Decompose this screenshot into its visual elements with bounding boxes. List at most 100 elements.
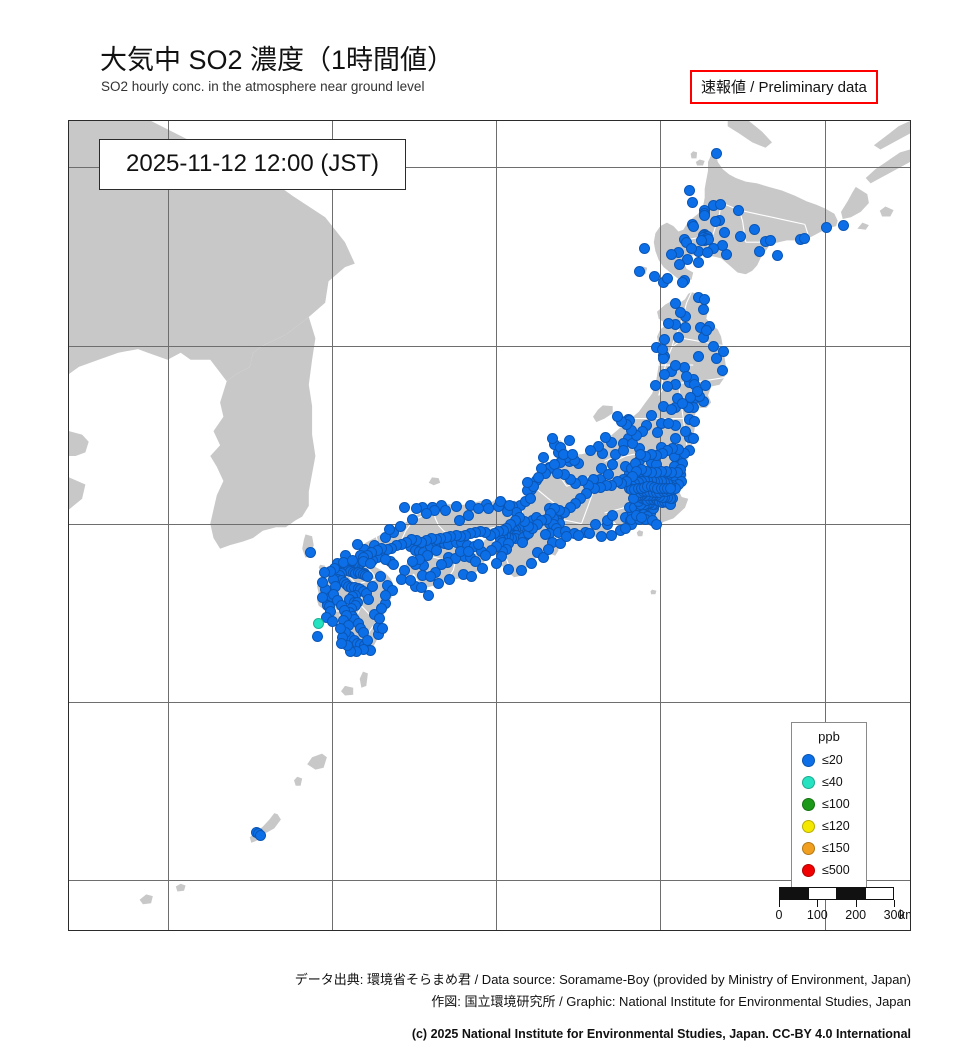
station-marker[interactable] <box>573 529 585 541</box>
station-marker[interactable] <box>439 504 451 516</box>
station-marker[interactable] <box>566 448 578 460</box>
station-marker[interactable] <box>688 415 700 427</box>
station-marker[interactable] <box>639 243 651 255</box>
station-marker[interactable] <box>319 567 331 579</box>
station-marker[interactable] <box>462 510 474 522</box>
station-marker[interactable] <box>462 546 474 557</box>
station-marker[interactable] <box>607 510 619 522</box>
station-marker[interactable] <box>547 433 559 445</box>
station-marker[interactable] <box>476 562 488 574</box>
station-marker[interactable] <box>406 513 418 525</box>
station-marker[interactable] <box>838 219 850 231</box>
station-marker[interactable] <box>692 257 704 269</box>
station-marker[interactable] <box>695 234 707 246</box>
station-marker[interactable] <box>685 391 697 403</box>
station-marker[interactable] <box>379 590 391 602</box>
station-marker[interactable] <box>649 379 661 391</box>
station-marker[interactable] <box>679 425 691 437</box>
station-marker[interactable] <box>754 245 765 257</box>
station-marker[interactable] <box>472 538 484 550</box>
station-marker[interactable] <box>483 503 495 515</box>
station-marker[interactable] <box>710 216 722 227</box>
station-marker[interactable] <box>692 350 704 362</box>
station-marker[interactable] <box>710 353 722 365</box>
station-marker[interactable] <box>764 234 776 246</box>
station-marker[interactable] <box>691 385 703 397</box>
station-marker[interactable] <box>798 233 810 245</box>
station-marker[interactable] <box>718 226 730 238</box>
station-marker[interactable] <box>656 344 668 356</box>
station-marker[interactable] <box>662 381 674 392</box>
station-marker[interactable] <box>748 224 760 236</box>
station-marker[interactable] <box>367 580 379 592</box>
station-marker[interactable] <box>701 246 713 258</box>
station-marker[interactable] <box>561 530 573 542</box>
station-marker[interactable] <box>665 404 677 416</box>
station-marker[interactable] <box>595 530 607 542</box>
station-marker[interactable] <box>472 503 484 515</box>
station-marker[interactable] <box>374 571 386 582</box>
station-marker[interactable] <box>635 511 647 523</box>
station-marker[interactable] <box>526 558 538 570</box>
station-marker[interactable] <box>611 410 623 422</box>
station-marker[interactable] <box>504 499 516 511</box>
station-marker[interactable] <box>687 221 699 233</box>
station-marker[interactable] <box>688 432 700 444</box>
station-marker[interactable] <box>589 518 601 530</box>
station-marker[interactable] <box>584 528 596 540</box>
station-marker[interactable] <box>663 317 674 329</box>
station-marker[interactable] <box>377 623 389 635</box>
station-marker[interactable] <box>415 581 427 593</box>
station-marker[interactable] <box>373 612 385 624</box>
station-marker[interactable] <box>351 538 363 550</box>
station-marker[interactable] <box>679 322 691 334</box>
station-marker[interactable] <box>720 249 732 261</box>
station-marker[interactable] <box>634 448 646 460</box>
station-marker[interactable] <box>708 340 719 352</box>
station-marker[interactable] <box>618 445 629 457</box>
station-marker[interactable] <box>666 249 678 261</box>
station-marker[interactable] <box>658 333 670 345</box>
station-marker[interactable] <box>521 477 533 489</box>
station-marker[interactable] <box>602 469 614 480</box>
station-marker[interactable] <box>683 185 695 196</box>
station-marker[interactable] <box>665 482 677 494</box>
station-marker[interactable] <box>334 623 346 635</box>
station-marker[interactable] <box>687 196 698 208</box>
station-marker[interactable] <box>675 307 687 319</box>
station-marker[interactable] <box>673 258 685 270</box>
station-marker[interactable] <box>677 397 689 409</box>
station-marker[interactable] <box>450 501 462 513</box>
station-marker[interactable] <box>700 325 712 337</box>
station-marker[interactable] <box>669 359 681 371</box>
station-marker[interactable] <box>700 379 712 391</box>
map-canvas[interactable]: 45°N40°N35°N30°N25°N125°E130°E135°E140°E… <box>68 120 911 931</box>
station-marker[interactable] <box>607 459 619 471</box>
station-marker[interactable] <box>669 298 681 309</box>
station-marker[interactable] <box>710 148 722 160</box>
station-marker[interactable] <box>650 518 662 530</box>
station-marker[interactable] <box>430 544 442 556</box>
station-marker[interactable] <box>563 434 575 446</box>
station-marker[interactable] <box>542 543 554 555</box>
station-marker[interactable] <box>406 555 418 567</box>
station-marker[interactable] <box>552 467 564 479</box>
station-marker[interactable] <box>686 243 697 255</box>
station-marker[interactable] <box>516 565 528 577</box>
station-marker[interactable] <box>404 575 416 587</box>
station-marker[interactable] <box>735 231 747 243</box>
station-marker[interactable] <box>336 637 348 649</box>
station-marker[interactable] <box>436 559 448 571</box>
station-marker[interactable] <box>443 573 455 585</box>
station-marker[interactable] <box>311 630 323 642</box>
station-marker[interactable] <box>651 427 663 439</box>
station-marker[interactable] <box>327 616 338 628</box>
station-marker[interactable] <box>539 528 551 540</box>
station-marker[interactable] <box>599 432 611 443</box>
station-marker[interactable] <box>620 522 632 534</box>
station-marker[interactable] <box>363 593 375 605</box>
station-marker[interactable] <box>717 346 729 358</box>
station-marker[interactable] <box>399 502 411 514</box>
station-marker[interactable] <box>420 508 432 520</box>
station-marker[interactable] <box>424 571 436 582</box>
